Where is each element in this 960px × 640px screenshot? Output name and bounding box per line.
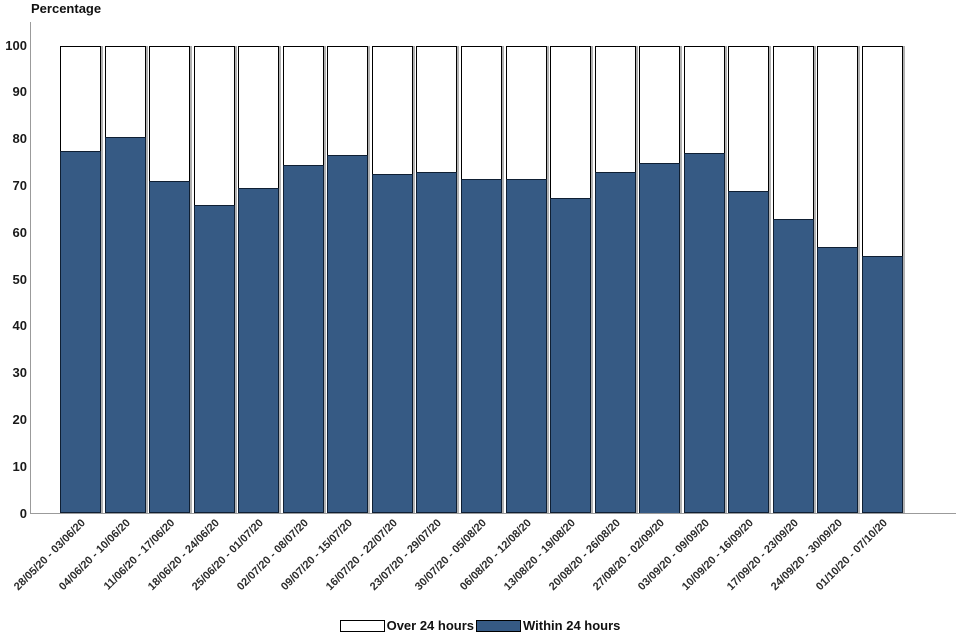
y-tick-label-90: 90 bbox=[12, 84, 27, 100]
bar-within-24-hours bbox=[639, 162, 681, 514]
y-tick-label-0: 0 bbox=[19, 505, 27, 521]
y-axis-title: Percentage bbox=[31, 1, 102, 16]
bar-within-24-hours bbox=[683, 153, 725, 514]
bar-over-24-hours bbox=[282, 45, 324, 165]
bar-over-24-hours bbox=[817, 45, 859, 247]
bar-over-24-hours bbox=[505, 45, 547, 179]
y-tick-label-50: 50 bbox=[12, 271, 27, 287]
legend: Over 24 hours Within 24 hours bbox=[0, 618, 960, 633]
bar-over-24-hours bbox=[639, 45, 681, 163]
y-tick-label-30: 30 bbox=[12, 365, 27, 381]
bar-within-24-hours bbox=[60, 150, 101, 514]
y-tick-label-60: 60 bbox=[12, 224, 27, 240]
bar-within-24-hours bbox=[282, 164, 324, 514]
bar-over-24-hours bbox=[728, 45, 770, 191]
legend-label-over-24-hours: Over 24 hours bbox=[386, 618, 475, 633]
bar-within-24-hours bbox=[772, 218, 814, 514]
bar-within-24-hours bbox=[594, 171, 636, 514]
x-axis-line bbox=[30, 513, 956, 514]
bar-over-24-hours bbox=[772, 45, 814, 219]
bar-over-24-hours bbox=[238, 45, 280, 189]
bar-within-24-hours bbox=[416, 171, 458, 514]
bar-over-24-hours bbox=[193, 45, 235, 205]
bar-over-24-hours bbox=[550, 45, 592, 198]
bar-within-24-hours bbox=[327, 155, 369, 514]
y-tick-label-80: 80 bbox=[12, 131, 27, 147]
bar-within-24-hours bbox=[238, 188, 280, 514]
legend-label-within-24-hours: Within 24 hours bbox=[523, 618, 621, 633]
y-tick-label-20: 20 bbox=[12, 411, 27, 427]
y-tick-label-70: 70 bbox=[12, 177, 27, 193]
y-tick-label-100: 100 bbox=[5, 37, 27, 53]
bar-within-24-hours bbox=[460, 178, 502, 514]
bar-within-24-hours bbox=[817, 246, 859, 514]
bar-within-24-hours bbox=[371, 174, 413, 514]
bar-over-24-hours bbox=[683, 45, 725, 154]
bar-over-24-hours bbox=[460, 45, 502, 179]
bar-within-24-hours bbox=[149, 181, 191, 514]
y-tick-label-40: 40 bbox=[12, 318, 27, 334]
bar-within-24-hours bbox=[550, 197, 592, 514]
bar-over-24-hours bbox=[416, 45, 458, 172]
y-axis-line bbox=[30, 22, 31, 514]
legend-swatch-over-24-hours bbox=[339, 619, 385, 632]
y-tick-label-10: 10 bbox=[12, 458, 27, 474]
bar-over-24-hours bbox=[861, 45, 903, 257]
bar-over-24-hours bbox=[60, 45, 101, 151]
bar-within-24-hours bbox=[505, 178, 547, 514]
bar-over-24-hours bbox=[371, 45, 413, 175]
bar-within-24-hours bbox=[728, 190, 770, 514]
bar-within-24-hours bbox=[104, 136, 146, 514]
bar-over-24-hours bbox=[104, 45, 146, 137]
bar-over-24-hours bbox=[594, 45, 636, 172]
bar-over-24-hours bbox=[327, 45, 369, 156]
legend-swatch-within-24-hours bbox=[476, 619, 522, 632]
bar-within-24-hours bbox=[193, 204, 235, 514]
bar-within-24-hours bbox=[861, 256, 903, 514]
bar-over-24-hours bbox=[149, 45, 191, 182]
